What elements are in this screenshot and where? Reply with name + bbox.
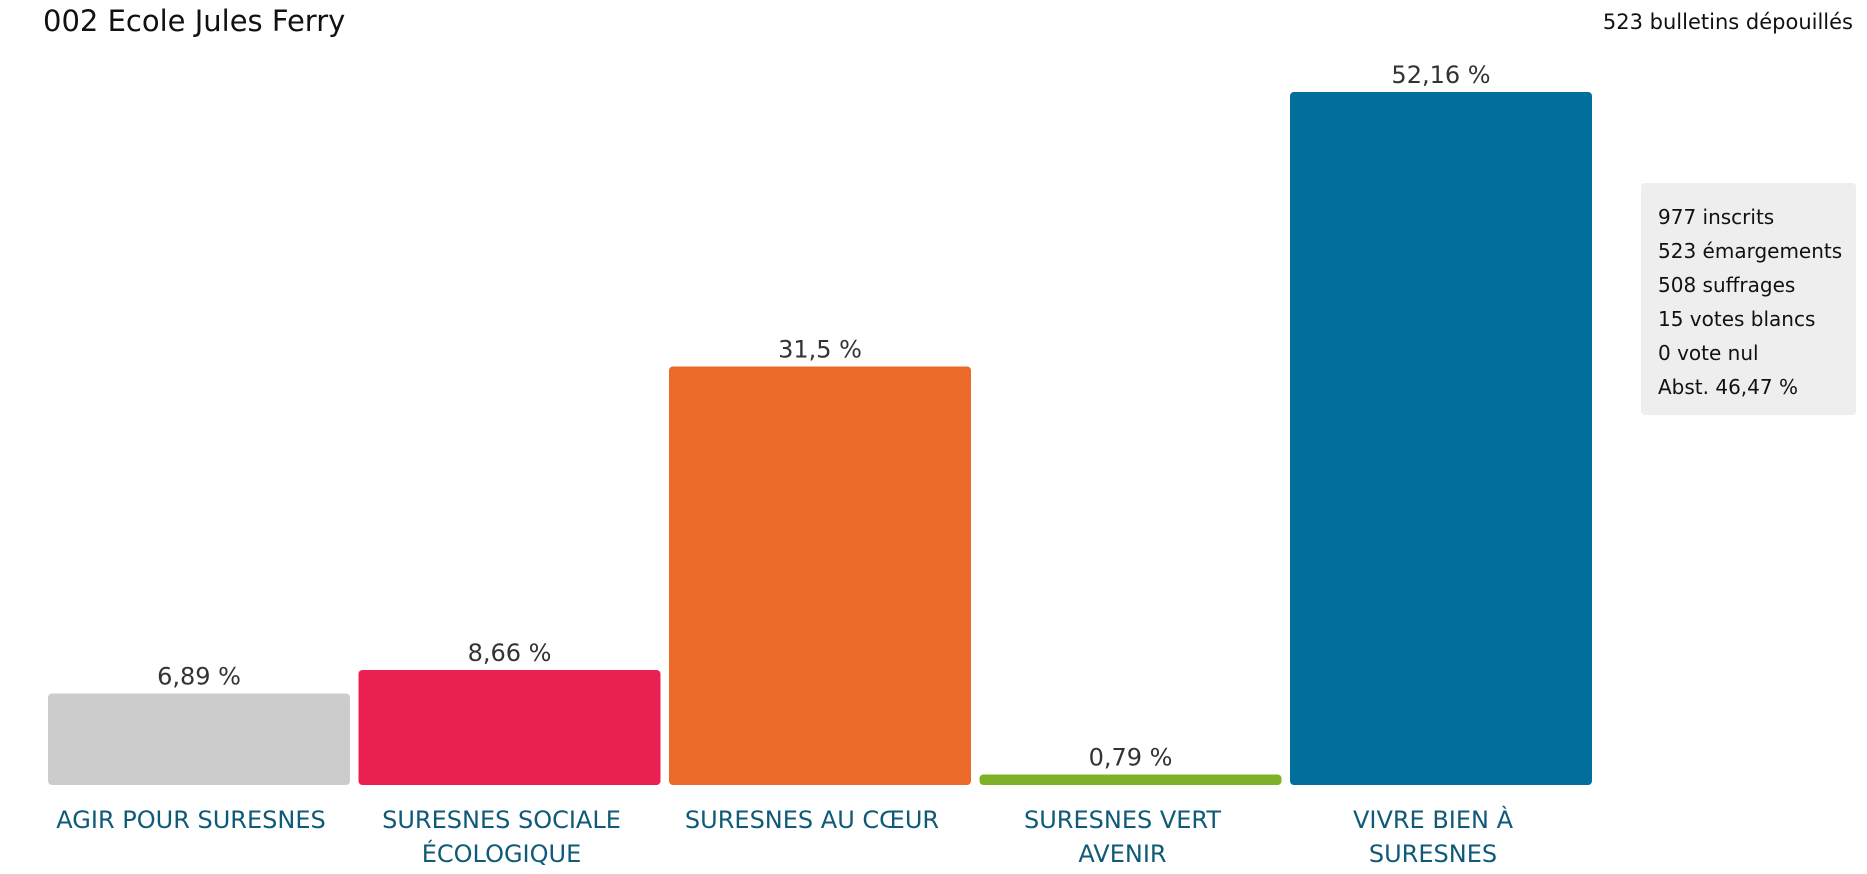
bar-4 [1290, 92, 1592, 785]
stat-blank-votes: 15 votes blancs [1658, 307, 1816, 331]
bar-value-label: 6,89 % [157, 662, 241, 690]
bar-value-label: 31,5 % [778, 335, 862, 363]
stat-registered: 977 inscrits [1658, 205, 1775, 229]
category-label: ÉCOLOGIQUE [422, 839, 582, 868]
category-label: VIVRE BIEN À [1353, 805, 1514, 834]
category-label: SURESNES SOCIALE [382, 806, 621, 834]
category-label: AGIR POUR SURESNES [56, 806, 325, 834]
category-label: SURESNES AU CŒUR [685, 806, 939, 834]
category-label: SURESNES [1369, 840, 1497, 868]
bar-value-label: 52,16 % [1391, 61, 1490, 89]
stats-panel: 977 inscrits 523 émargements 508 suffrag… [1641, 183, 1856, 415]
bar-value-label: 8,66 % [468, 639, 552, 667]
stat-null-votes: 0 vote nul [1658, 341, 1759, 365]
bar-0 [48, 693, 350, 785]
bar-3 [979, 774, 1282, 785]
stat-signatures: 523 émargements [1658, 239, 1843, 263]
stat-votes-cast: 508 suffrages [1658, 273, 1796, 297]
stat-abstention: Abst. 46,47 % [1658, 375, 1798, 399]
bar-1 [358, 669, 661, 785]
category-label: SURESNES VERT [1024, 806, 1221, 834]
bar-2 [669, 366, 971, 785]
bar-value-label: 0,79 % [1089, 744, 1173, 772]
ballots-counted: 523 bulletins dépouillés [1602, 10, 1853, 34]
page-title: 002 Ecole Jules Ferry [43, 4, 346, 38]
category-label: AVENIR [1078, 840, 1166, 868]
